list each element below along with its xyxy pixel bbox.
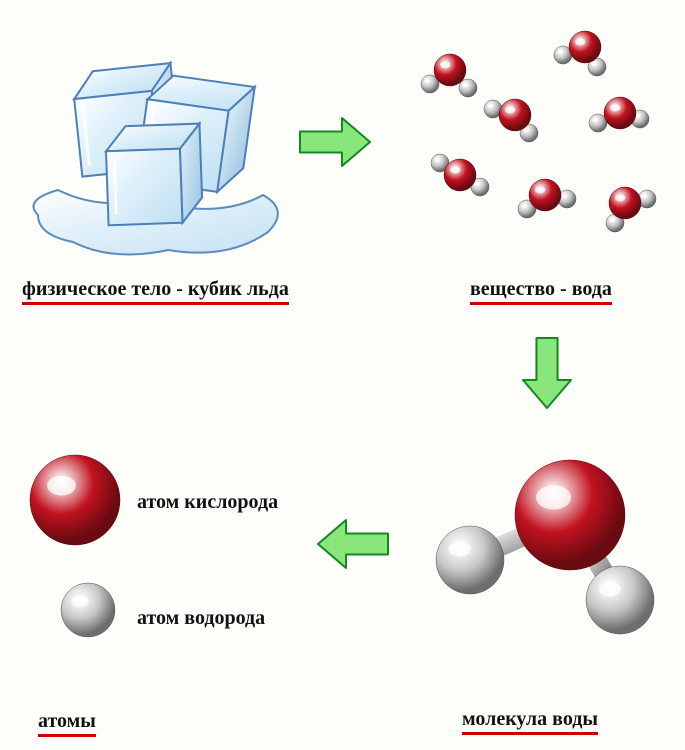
hydrogen-atom — [436, 526, 504, 594]
oxygen-atom — [569, 31, 601, 63]
arrow-right — [300, 118, 370, 166]
label-molecule: молекула воды — [462, 708, 598, 735]
hydrogen-atom — [61, 583, 115, 637]
label-ice: физическое тело - кубик льда — [22, 278, 289, 305]
oxygen-atom — [609, 187, 641, 219]
oxygen-atom — [499, 99, 531, 131]
arrow-left — [318, 520, 388, 568]
arrow-down — [523, 338, 571, 408]
label-water: вещество - вода — [470, 278, 612, 305]
ice-cubes-illustration — [18, 10, 293, 265]
water-molecules-field — [400, 15, 670, 250]
hydrogen-atom — [586, 566, 654, 634]
oxygen-ball — [25, 450, 125, 550]
hydrogen-ball — [56, 578, 120, 642]
oxygen-atom — [529, 179, 561, 211]
oxygen-atom — [30, 455, 120, 545]
water-molecule-large — [425, 430, 655, 640]
oxygen-atom — [444, 159, 476, 191]
label-atoms: атомы — [38, 710, 96, 737]
label-hydrogen_atom: атом водорода — [137, 607, 265, 630]
label-oxygen_atom: атом кислорода — [137, 491, 278, 514]
oxygen-atom — [515, 460, 625, 570]
hydrogen-atom — [459, 79, 477, 97]
oxygen-atom — [434, 54, 466, 86]
oxygen-atom — [604, 97, 636, 129]
